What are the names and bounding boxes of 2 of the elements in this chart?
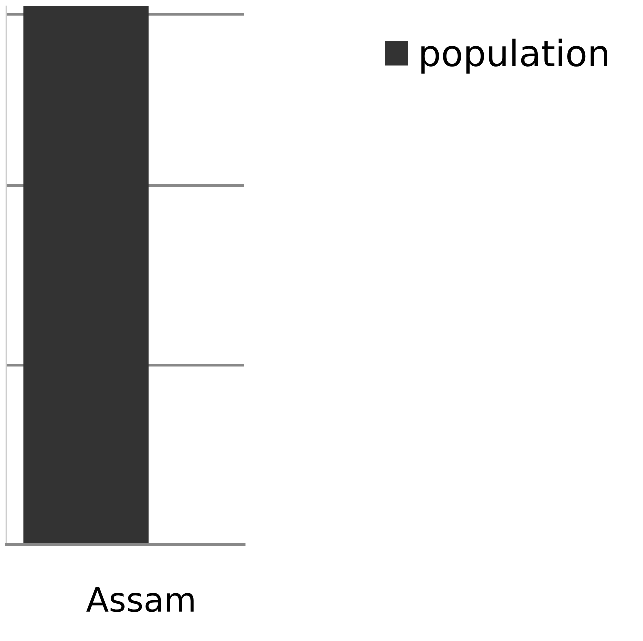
x-tick-label: Assam (86, 588, 194, 612)
legend-label: population (422, 38, 608, 74)
